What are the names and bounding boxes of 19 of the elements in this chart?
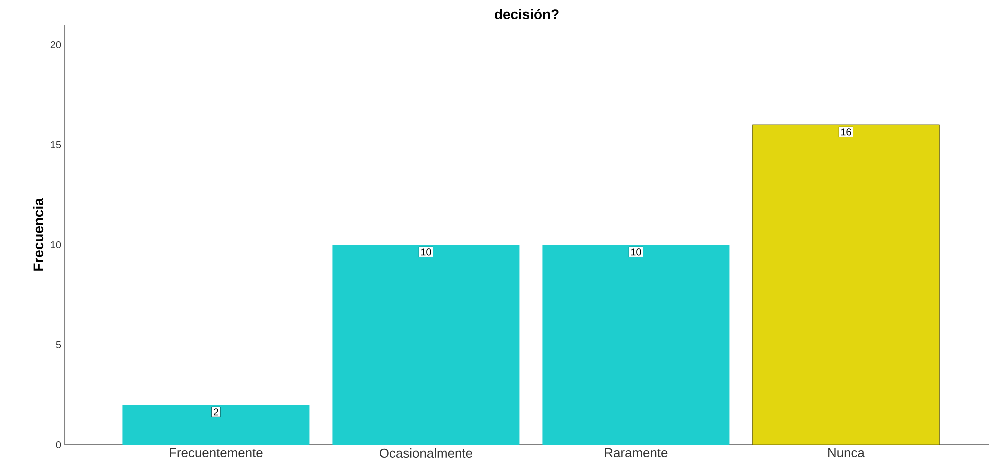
data-label: 2 xyxy=(214,408,218,416)
y-axis-title: Frecuencia xyxy=(33,198,44,271)
bar xyxy=(752,124,940,446)
data-label: 10 xyxy=(631,248,642,256)
bar xyxy=(542,244,730,445)
y-tick-label: 15 xyxy=(51,142,62,148)
y-tick-label: 20 xyxy=(50,41,62,49)
y-tick-label: 5 xyxy=(56,342,62,348)
data-label: 16 xyxy=(841,128,852,136)
y-tick-label: 10 xyxy=(51,241,62,249)
data-label: 10 xyxy=(421,248,432,256)
x-tick-label: Ocasionalmente xyxy=(380,448,472,458)
chart-title: decisión? xyxy=(495,9,559,20)
x-tick-label: Frecuentemente xyxy=(170,448,263,458)
x-tick-label: Raramente xyxy=(605,448,668,458)
y-tick-label: 0 xyxy=(56,441,62,449)
bar xyxy=(122,404,310,445)
x-tick-label: Nunca xyxy=(828,448,865,458)
bar xyxy=(332,244,520,445)
